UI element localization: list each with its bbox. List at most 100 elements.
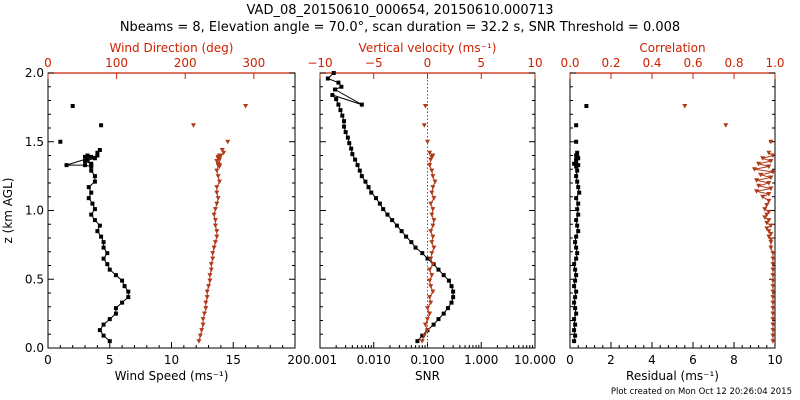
data-point <box>101 256 106 261</box>
x-tick-label: 8 <box>730 353 738 367</box>
data-point <box>89 190 94 195</box>
plot-frame <box>47 72 296 349</box>
data-point <box>576 212 581 217</box>
data-point <box>575 223 580 228</box>
x-axis-top: −10 −5 0 5 10 Vertical velocity (ms⁻¹) <box>307 41 543 79</box>
data-point <box>126 289 131 294</box>
series-1-4 <box>190 104 249 145</box>
data-point <box>758 172 764 178</box>
data-point <box>770 251 776 256</box>
data-point <box>58 139 63 144</box>
y-tick-label: 1.5 <box>25 135 44 149</box>
data-point <box>197 333 203 339</box>
data-point <box>449 300 454 305</box>
data-point <box>451 289 456 294</box>
x-axis-top: 0 100 200 300 Wind Direction (deg) <box>44 41 265 79</box>
data-point <box>770 333 776 339</box>
data-point <box>754 178 760 183</box>
data-point <box>576 163 581 168</box>
data-point <box>760 194 766 200</box>
data-point <box>206 284 212 289</box>
data-point <box>446 278 451 283</box>
data-point <box>359 174 364 179</box>
data-point <box>243 104 249 109</box>
chart-title: VAD_08_20150610_000654, 20150610.000713 <box>246 3 554 18</box>
data-point <box>214 234 220 240</box>
top-tick-label: 0.8 <box>724 56 743 70</box>
data-point <box>366 185 371 190</box>
x-tick-label: 2 <box>607 353 615 367</box>
data-point <box>576 201 581 206</box>
data-point <box>574 139 579 144</box>
data-point <box>336 102 341 107</box>
data-point <box>431 322 436 327</box>
plot-frame <box>569 72 776 349</box>
data-point <box>214 159 220 164</box>
x-tick-label: 0 <box>566 353 574 367</box>
data-point <box>105 262 110 267</box>
data-point <box>86 196 91 201</box>
data-point <box>377 201 382 206</box>
data-point <box>572 317 577 322</box>
data-point <box>92 218 97 223</box>
data-point <box>573 322 578 327</box>
data-point <box>584 104 589 108</box>
data-point <box>428 284 434 289</box>
data-point <box>429 273 435 278</box>
data-point <box>430 185 436 190</box>
x-tick-label: 0.001 <box>303 353 337 367</box>
data-point <box>575 150 580 155</box>
data-point <box>207 278 213 284</box>
data-point <box>210 256 216 262</box>
x-axis-label: Residual (ms⁻¹) <box>626 369 719 383</box>
data-point <box>770 262 776 267</box>
data-point <box>429 240 435 245</box>
data-point <box>225 139 231 145</box>
series-3-4 <box>682 104 774 145</box>
data-point <box>86 185 91 190</box>
data-point <box>200 322 206 328</box>
data-point <box>430 174 436 179</box>
data-point <box>331 71 336 75</box>
data-point <box>92 207 97 212</box>
data-point <box>113 273 118 278</box>
data-point <box>572 161 577 166</box>
data-point <box>768 139 774 145</box>
data-point <box>573 240 578 245</box>
data-point <box>120 300 125 305</box>
data-point <box>576 185 581 190</box>
data-point <box>330 93 335 97</box>
data-point <box>766 164 772 169</box>
data-point <box>768 175 774 180</box>
data-point <box>421 333 427 339</box>
data-point <box>432 179 438 185</box>
data-point <box>574 256 579 261</box>
data-point <box>766 209 772 215</box>
data-point <box>97 148 102 152</box>
data-point <box>451 295 456 300</box>
data-point <box>394 223 399 228</box>
data-point <box>101 322 106 327</box>
y-axis <box>570 72 775 349</box>
data-point <box>770 278 776 284</box>
data-point <box>574 311 579 316</box>
data-point <box>573 306 578 311</box>
top-axis-label: Correlation <box>639 41 705 55</box>
data-point <box>756 183 762 189</box>
data-point <box>92 174 97 179</box>
data-point <box>342 119 347 124</box>
y-axis: 0.0 0.5 1.0 1.5 2.0 z (km AGL) <box>1 66 295 355</box>
data-point <box>764 220 770 226</box>
data-point <box>574 273 579 278</box>
data-point <box>349 146 354 151</box>
data-point <box>572 339 577 344</box>
data-point <box>766 181 772 186</box>
data-point <box>770 256 776 262</box>
data-point <box>342 124 347 129</box>
data-point <box>340 113 345 118</box>
data-point <box>425 328 430 333</box>
data-point <box>355 163 360 168</box>
top-tick-label: 0.4 <box>642 56 661 70</box>
data-point <box>343 130 348 135</box>
data-point <box>427 163 433 168</box>
